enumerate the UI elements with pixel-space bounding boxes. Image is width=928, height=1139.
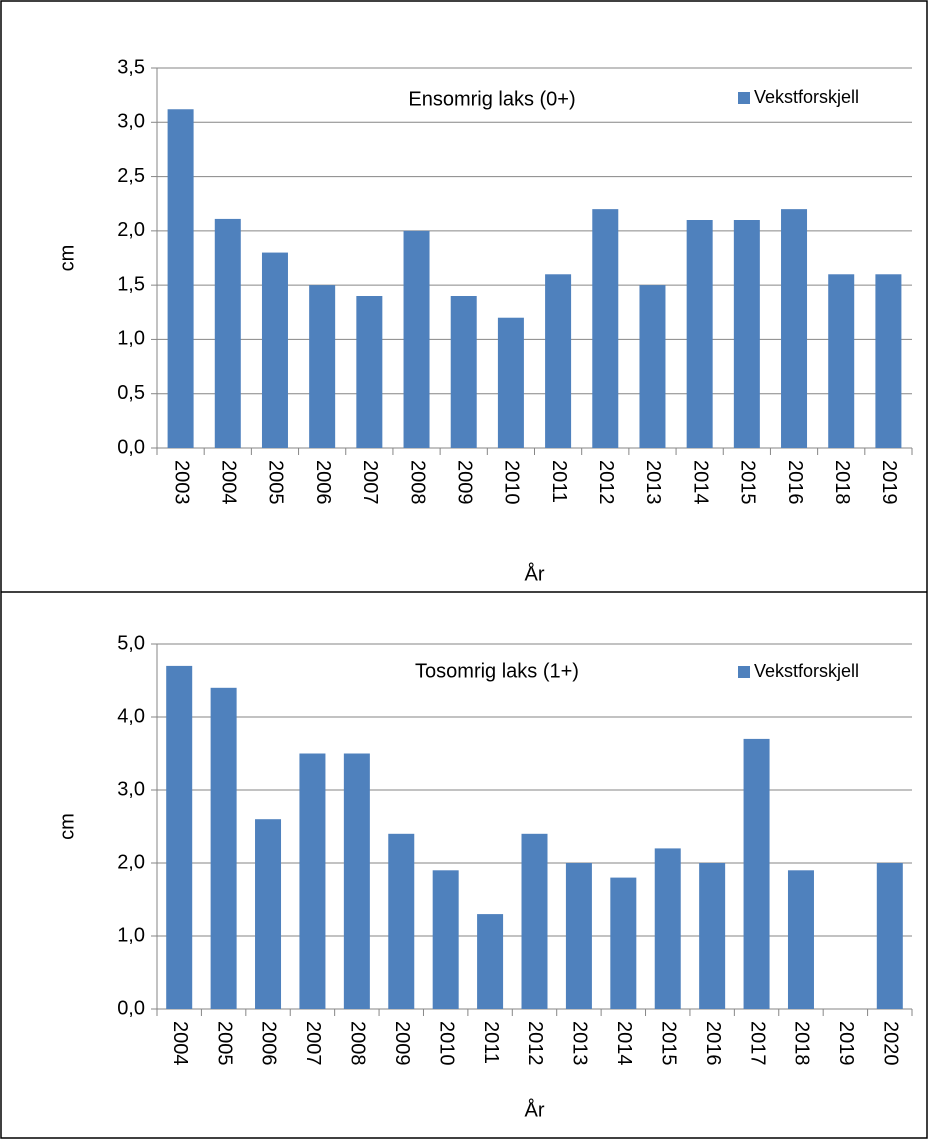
x-tick-label: 2014 (613, 1021, 635, 1066)
bar (388, 833, 415, 1009)
bar (781, 209, 808, 448)
bar (497, 317, 524, 448)
y-tick-label: 1,0 (117, 328, 145, 350)
chart-title: Tosomrig laks (1+) (415, 660, 579, 682)
x-axis-label: År (525, 1098, 545, 1121)
x-tick-label: 2005 (213, 1021, 235, 1066)
x-tick-label: 2013 (569, 1021, 591, 1066)
bar (875, 274, 902, 448)
y-tick-label: 2,0 (117, 219, 145, 241)
x-tick-label: 2014 (689, 460, 711, 505)
chart-title: Ensomrig laks (0+) (408, 88, 575, 110)
bar (255, 819, 282, 1009)
bar (699, 863, 726, 1009)
bar (545, 274, 572, 448)
bar (356, 296, 383, 448)
bar (261, 252, 288, 448)
x-tick-label: 2006 (312, 460, 334, 505)
x-tick-label: 2009 (453, 460, 475, 505)
bar (403, 230, 430, 448)
legend-swatch (738, 92, 750, 104)
bar (432, 870, 459, 1009)
x-tick-label: 2008 (406, 460, 428, 505)
x-tick-label: 2010 (501, 460, 523, 505)
x-tick-label: 2020 (880, 1021, 902, 1066)
bar (654, 848, 681, 1009)
bar (743, 738, 770, 1009)
y-tick-label: 3,0 (117, 778, 145, 800)
bar (876, 863, 903, 1009)
bar (565, 863, 592, 1009)
x-tick-label: 2003 (170, 460, 192, 505)
bar (166, 665, 193, 1009)
bar (299, 753, 326, 1009)
y-tick-label: 0,0 (117, 997, 145, 1019)
bar (787, 870, 814, 1009)
x-tick-label: 2012 (595, 460, 617, 505)
x-tick-label: 2017 (746, 1021, 768, 1066)
x-tick-label: 2015 (737, 460, 759, 505)
bar (343, 753, 370, 1009)
bar (610, 877, 637, 1009)
bar (477, 914, 504, 1009)
x-tick-label: 2012 (524, 1021, 546, 1066)
x-tick-label: 2018 (831, 460, 853, 505)
x-tick-label: 2004 (218, 460, 240, 505)
x-axis-label: År (525, 562, 545, 585)
legend-label: Vekstforskjell (754, 87, 859, 107)
bar (592, 209, 619, 448)
x-tick-label: 2015 (657, 1021, 679, 1066)
x-tick-label: 2011 (548, 460, 570, 503)
y-tick-label: 4,0 (117, 705, 145, 727)
x-tick-label: 2011 (480, 1021, 502, 1064)
y-tick-label: 1,5 (117, 273, 145, 295)
y-tick-label: 0,5 (117, 382, 145, 404)
bar (828, 274, 855, 448)
bar (686, 220, 713, 448)
bar (639, 285, 666, 448)
y-axis-label: cm (56, 245, 78, 272)
x-tick-label: 2008 (347, 1021, 369, 1066)
y-tick-label: 3,5 (117, 56, 145, 78)
x-tick-label: 2019 (835, 1021, 857, 1066)
y-tick-label: 1,0 (117, 924, 145, 946)
x-tick-label: 2019 (878, 460, 900, 505)
legend-swatch (738, 666, 750, 678)
bar (733, 220, 760, 448)
bar (309, 285, 336, 448)
y-tick-label: 0,0 (117, 436, 145, 458)
bar (521, 833, 548, 1009)
bar (450, 296, 477, 448)
y-tick-label: 5,0 (117, 632, 145, 654)
x-tick-label: 2005 (265, 460, 287, 505)
x-tick-label: 2016 (702, 1021, 724, 1066)
x-tick-label: 2006 (258, 1021, 280, 1066)
x-tick-label: 2016 (784, 460, 806, 505)
bar (214, 218, 241, 448)
x-tick-label: 2007 (359, 460, 381, 505)
x-tick-label: 2009 (391, 1021, 413, 1066)
y-tick-label: 2,5 (117, 165, 145, 187)
x-tick-label: 2007 (302, 1021, 324, 1066)
legend-label: Vekstforskjell (754, 661, 859, 681)
y-axis-label: cm (56, 813, 78, 840)
bar (210, 687, 237, 1009)
bar (167, 109, 194, 448)
x-tick-label: 2018 (791, 1021, 813, 1066)
y-tick-label: 3,0 (117, 111, 145, 133)
x-tick-label: 2010 (435, 1021, 457, 1066)
x-tick-label: 2004 (169, 1021, 191, 1066)
x-tick-label: 2013 (642, 460, 664, 505)
y-tick-label: 2,0 (117, 851, 145, 873)
